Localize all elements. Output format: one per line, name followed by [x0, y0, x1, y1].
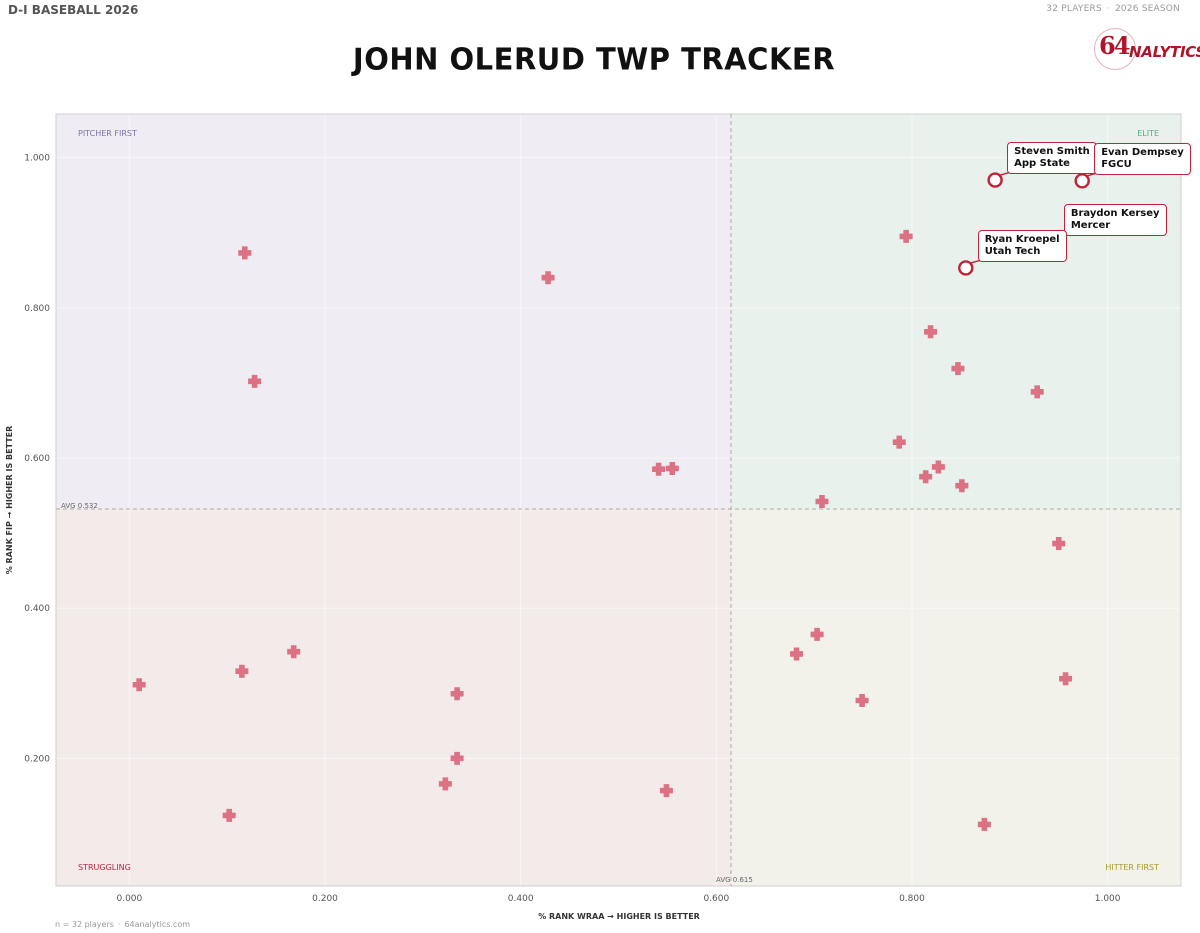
data-point	[815, 495, 829, 509]
player-callout: Braydon Kersey Mercer	[1063, 204, 1167, 237]
quadrant-elite	[731, 114, 1181, 510]
x-tick-label: 0.600	[703, 894, 729, 904]
sample-size: n = 32 players	[55, 920, 114, 929]
logo-word: NALYTICS	[1129, 43, 1200, 61]
data-point	[659, 784, 673, 798]
y-tick-label: 1.000	[24, 154, 50, 164]
data-point	[899, 229, 913, 243]
logo-circle	[1094, 28, 1136, 70]
quadrant-label-elite: ELITE	[1137, 129, 1159, 138]
player-team: App State	[1014, 158, 1070, 170]
y-tick-label: 0.200	[24, 754, 50, 764]
x-tick-label: 0.000	[116, 894, 142, 904]
y-tick-label: 0.400	[24, 604, 50, 614]
quadrant-label-hitter-first: HITTER FIRST	[1105, 863, 1159, 872]
highlight-marker	[987, 172, 1003, 188]
players-count: 32 PLAYERS	[1046, 4, 1102, 14]
data-point	[1030, 385, 1044, 399]
data-point	[919, 470, 933, 484]
y-tick-label: 0.600	[24, 454, 50, 464]
x-tick-label: 1.000	[1095, 894, 1121, 904]
data-point	[1059, 672, 1073, 686]
player-name: Ryan Kroepel	[984, 233, 1060, 245]
y-tick-label: 0.800	[24, 304, 50, 314]
separator-dot: ·	[1106, 4, 1110, 14]
site-url: 64analytics.com	[124, 920, 191, 929]
player-callout: Evan Dempsey FGCU	[1094, 142, 1191, 175]
player-callout: Ryan Kroepel Utah Tech	[977, 229, 1067, 262]
data-point	[450, 751, 464, 765]
player-team: Utah Tech	[984, 245, 1041, 257]
footnote: n = 32 players · 64analytics.com	[55, 920, 190, 929]
x-tick-label: 0.800	[899, 894, 925, 904]
highlight-marker	[1074, 173, 1090, 189]
data-point	[248, 374, 262, 388]
season-label: 2026 SEASON	[1114, 4, 1180, 14]
player-name: Evan Dempsey	[1101, 146, 1184, 158]
player-team: Mercer	[1070, 220, 1111, 232]
data-point	[790, 647, 804, 661]
data-point	[450, 687, 464, 701]
y-axis-label: % RANK FIP → HIGHER IS BETTER	[5, 426, 14, 575]
avg-x-label: AVG 0.615	[716, 876, 753, 884]
data-point	[235, 664, 249, 678]
player-team: FGCU	[1101, 158, 1132, 170]
quadrant-label-pitcher-first: PITCHER FIRST	[78, 129, 137, 138]
data-point	[977, 817, 991, 831]
data-point	[287, 645, 301, 659]
chart-title: JOHN OLERUD TWP TRACKER	[352, 41, 836, 77]
data-point	[438, 777, 452, 791]
data-point	[810, 627, 824, 641]
data-point	[855, 694, 869, 708]
data-point	[951, 362, 965, 376]
x-tick-label: 0.200	[312, 894, 338, 904]
player-name: Braydon Kersey	[1070, 208, 1160, 220]
quadrant-struggling	[56, 509, 731, 886]
quadrant-pitcher-first	[56, 114, 731, 510]
avg-y-label: AVG 0.532	[61, 502, 98, 510]
player-callout: Steven Smith App State	[1007, 142, 1097, 175]
data-point	[665, 461, 679, 475]
data-point	[955, 479, 969, 493]
league-label: D-I BASEBALL 2026	[8, 3, 139, 17]
quadrant-label-struggling: STRUGGLING	[78, 863, 131, 872]
season-info: 32 PLAYERS · 2026 SEASON	[1046, 4, 1180, 14]
plot-frame	[55, 113, 1182, 887]
logo-number: 64	[1099, 31, 1130, 60]
data-point	[222, 808, 236, 822]
data-point	[1052, 537, 1066, 551]
data-point	[892, 435, 906, 449]
data-point	[132, 678, 146, 692]
data-point	[924, 325, 938, 339]
x-tick-label: 0.400	[508, 894, 534, 904]
data-point	[931, 460, 945, 474]
separator-dot: ·	[117, 920, 121, 929]
player-name: Steven Smith	[1014, 146, 1090, 158]
highlight-marker	[958, 260, 974, 276]
x-axis-label: % RANK WRAA → HIGHER IS BETTER	[538, 912, 700, 921]
brand-logo: 64 NALYTICS	[1094, 28, 1200, 70]
data-point	[652, 462, 666, 476]
data-point	[541, 271, 555, 285]
quadrant-hitter-first	[731, 509, 1181, 886]
data-point	[238, 246, 252, 260]
